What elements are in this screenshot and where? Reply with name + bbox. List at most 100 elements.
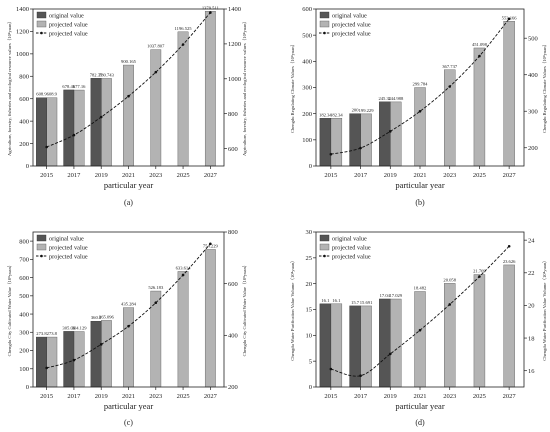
projection-point <box>507 244 511 248</box>
projected-bar <box>414 87 426 167</box>
projected-bar <box>150 49 162 167</box>
panel-caption: (c) <box>124 418 133 427</box>
y-tick-label: 300 <box>302 85 312 92</box>
y-right-tick-label: 300 <box>528 108 538 115</box>
projection-point <box>99 115 103 119</box>
projected-data-label: 273.8 <box>47 331 58 336</box>
legend-label-projected-bar: projected value <box>332 244 371 251</box>
projected-bar <box>390 298 402 388</box>
projected-data-label: 754.229 <box>203 243 219 248</box>
projected-data-label: 299.784 <box>413 82 429 87</box>
original-bar <box>36 336 47 388</box>
projected-data-label: 526.183 <box>148 285 164 290</box>
x-tick-label: 2021 <box>122 172 135 179</box>
x-tick-label: 2025 <box>473 172 486 179</box>
legend-swatch-projected-bar <box>36 243 47 251</box>
legend-label-projected-line: projected value <box>49 30 88 37</box>
x-tick-label: 2027 <box>503 172 517 179</box>
projected-bar <box>177 271 189 388</box>
projection-point <box>209 242 212 246</box>
y-right-tick-label: 1000 <box>228 76 241 83</box>
y-tick-label: 800 <box>19 73 29 80</box>
y-tick-label: 5 <box>309 358 312 365</box>
projected-bar <box>123 307 134 388</box>
projected-data-label: 18.482 <box>414 286 427 291</box>
projected-data-label: 16.1 <box>332 298 341 303</box>
y-tick-label: 600 <box>302 6 312 13</box>
x-tick-label: 2025 <box>177 393 190 400</box>
projection-point <box>418 110 422 113</box>
legend-swatch-original <box>319 234 330 242</box>
projected-data-label: 1037.807 <box>147 44 165 49</box>
y-tick-label: 0 <box>309 163 312 170</box>
chart-panel-c: 273.8 304.129 365.096 435.284 526.183 633.614… <box>7 229 247 427</box>
original-data-label: 15.7 <box>351 300 360 305</box>
projection-point <box>448 85 452 88</box>
x-tick-label: 2023 <box>149 393 162 400</box>
projected-data-label: 367.737 <box>442 64 458 69</box>
x-tick-label: 2019 <box>384 393 397 400</box>
projected-bar <box>73 89 85 167</box>
panel-caption: (d) <box>415 418 425 427</box>
projection-point <box>72 358 76 362</box>
projected-data-label: 900.165 <box>121 59 137 64</box>
projection-point <box>507 17 511 21</box>
original-bar <box>36 97 47 167</box>
projection-point <box>359 146 362 150</box>
y-tick-label: 400 <box>302 59 312 66</box>
y-tick-label: 1000 <box>16 51 29 58</box>
projected-data-label: 780.743 <box>99 72 115 77</box>
original-data-label: 678.41 <box>62 84 75 89</box>
y-tick-label: 100 <box>19 366 29 373</box>
y-tick-label: 10 <box>306 333 313 340</box>
projection-point <box>127 324 130 328</box>
original-bar <box>90 321 102 388</box>
y-right-tick-label: 1200 <box>228 41 241 48</box>
projected-data-label: 435.284 <box>121 302 137 307</box>
y-right-tick-label: 20 <box>528 303 535 310</box>
x-tick-label: 2025 <box>177 172 190 179</box>
legend-label-projected-line: projected value <box>332 253 371 260</box>
projected-data-label: 23.626 <box>503 259 516 264</box>
projected-bar <box>46 336 58 388</box>
y-right-tick-label: 18 <box>528 335 535 342</box>
x-tick-label: 2017 <box>67 393 81 400</box>
x-tick-label: 2015 <box>40 393 53 400</box>
panel-caption: (a) <box>124 198 133 207</box>
y-right-tick-label: 500 <box>528 35 538 42</box>
projected-bar <box>330 303 343 388</box>
y-right-tick-label: 400 <box>528 72 538 79</box>
y-tick-label: 500 <box>19 293 29 300</box>
x-tick-label: 2019 <box>95 172 108 179</box>
projection-point <box>72 133 76 137</box>
original-data-label: 16.1 <box>321 298 330 303</box>
projected-data-label: 677.16 <box>73 84 86 89</box>
projection-point <box>154 301 158 305</box>
x-tick-label: 2017 <box>354 172 368 179</box>
legend-marker-projected-line <box>323 254 326 258</box>
original-bar <box>379 101 391 167</box>
projected-data-label: 21.769 <box>473 269 486 274</box>
y-right-tick-label: 400 <box>228 333 238 340</box>
y-right-tick-label: 800 <box>228 111 238 118</box>
projection-point <box>45 366 48 370</box>
legend-swatch-original <box>319 11 330 19</box>
projected-data-label: 608.9 <box>47 92 58 97</box>
chart-panel-a: 608.9 677.16 780.743 900.165 1037.807 1196.52… <box>7 5 248 207</box>
legend-label-original: original value <box>49 235 84 242</box>
x-tick-label: 2015 <box>324 172 337 179</box>
projection-point <box>154 70 158 74</box>
y-tick-label: 400 <box>19 118 29 125</box>
projection-point <box>329 152 333 156</box>
projected-data-label: 1196.525 <box>175 26 193 31</box>
y-tick-label: 200 <box>302 111 312 118</box>
original-bar <box>349 305 361 388</box>
y-tick-label: 30 <box>306 229 313 236</box>
projected-bar <box>473 47 486 167</box>
original-data-label: 360.8 <box>91 315 102 320</box>
legend-label-projected-bar: projected value <box>49 244 88 251</box>
x-axis-title: particular year <box>104 180 153 190</box>
projected-bar <box>503 21 515 167</box>
x-tick-label: 2019 <box>384 172 397 179</box>
original-bar <box>379 298 391 388</box>
